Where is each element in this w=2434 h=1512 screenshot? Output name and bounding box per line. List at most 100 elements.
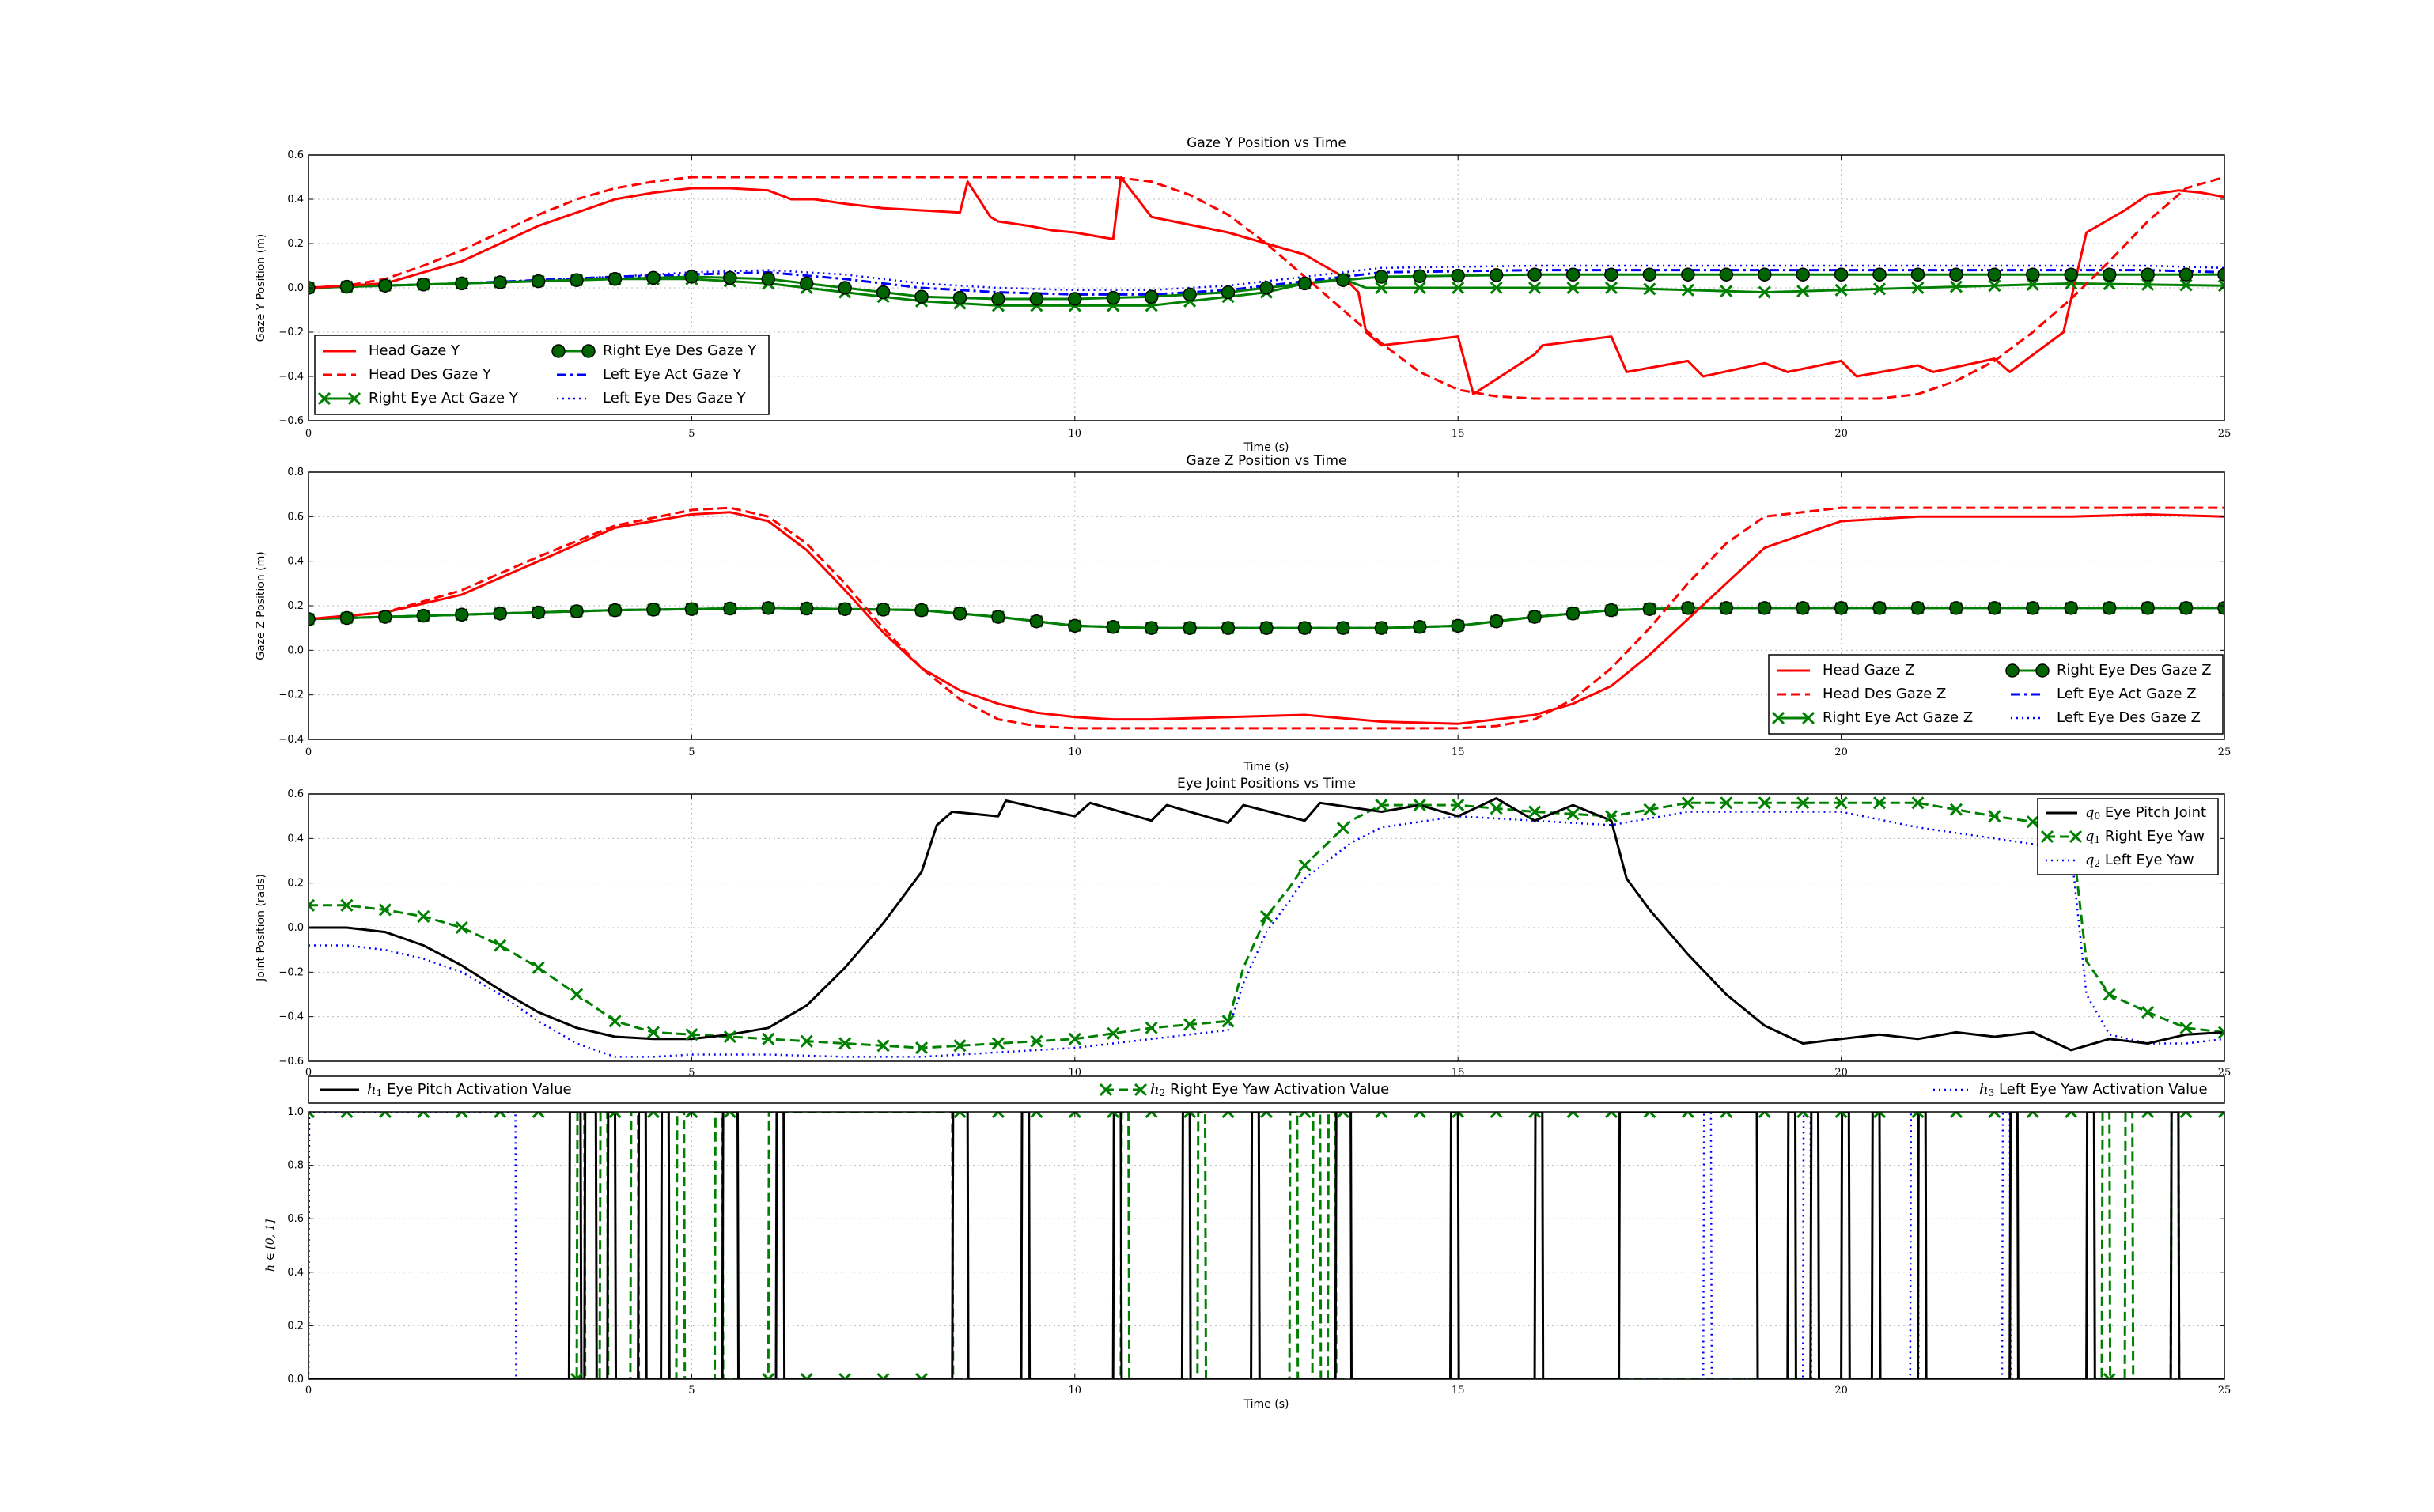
legend-label: Head Gaze Y <box>369 342 460 359</box>
legend-label: h2 Right Eye Yaw Activation Value <box>1150 1081 1389 1098</box>
marker-3 <box>1336 273 1350 287</box>
marker-1 <box>2026 1112 2039 1119</box>
marker-1 <box>1221 1015 1235 1028</box>
marker-1 <box>2103 988 2116 1001</box>
marker-3 <box>838 602 852 616</box>
x-tick-label: 10 <box>1069 428 1082 440</box>
marker-1 <box>1566 807 1580 821</box>
marker-3 <box>1949 267 1963 282</box>
marker-1 <box>608 1015 622 1028</box>
marker-3 <box>952 290 967 305</box>
x-tick-label: 25 <box>2218 747 2231 758</box>
marker-1 <box>2103 1372 2116 1379</box>
marker-1 <box>2217 1026 2224 1039</box>
marker-1 <box>1490 1112 1503 1119</box>
marker-2 <box>1643 282 1656 296</box>
legend: Head Gaze Z Head Des Gaze Z Right Eye Act … <box>1768 654 2224 735</box>
marker-3 <box>1413 620 1427 634</box>
marker-3 <box>1221 285 1236 300</box>
y-tick-label: 0.4 <box>287 833 304 845</box>
marker-3 <box>339 610 354 626</box>
marker-1 <box>1336 1112 1349 1119</box>
marker-1 <box>1183 1018 1197 1031</box>
marker-3 <box>1642 267 1657 282</box>
marker-3 <box>378 278 392 293</box>
x-tick-label: 15 <box>1452 1385 1465 1397</box>
marker-3 <box>1527 610 1542 624</box>
marker-3 <box>1604 603 1618 618</box>
marker-3 <box>991 610 1005 624</box>
chart-panel-4: 0 5 10 15 20 25 1.0 0.8 0.6 0.4 0.2 0.0 Time (s) h ∈ … <box>264 1075 2231 1411</box>
series-line-1 <box>309 797 2224 1052</box>
x-tick-label: 0 <box>305 428 312 440</box>
marker-3 <box>608 603 623 618</box>
marker-1 <box>1566 1112 1580 1119</box>
marker-3 <box>1719 267 1734 282</box>
legend-box <box>314 335 770 415</box>
marker-1 <box>1911 796 1925 810</box>
legend-label: Head Gaze Z <box>1823 662 1914 679</box>
marker-3 <box>493 275 507 289</box>
marker-3 <box>1757 267 1772 282</box>
legend-marker <box>551 344 566 358</box>
legend-marker <box>1134 1083 1148 1097</box>
y-tick-label: 0.4 <box>287 194 304 206</box>
marker-1 <box>1681 796 1694 810</box>
y-tick-label: 0.6 <box>287 1213 304 1225</box>
marker-1 <box>1988 1112 2001 1119</box>
marker-1 <box>1030 1112 1043 1119</box>
chart-title: Gaze Z Position vs Time <box>1187 453 1347 469</box>
marker-3 <box>914 289 929 304</box>
marker-3 <box>2026 267 2040 282</box>
marker-2 <box>1528 281 1542 295</box>
y-tick-label: 0.0 <box>287 1374 304 1385</box>
ticks: 0 5 10 15 20 25 0.6 0.4 0.2 0.0 −0.2 −0.4 −0.6 <box>278 149 2231 440</box>
marker-3 <box>1987 601 2002 615</box>
marker-3 <box>876 285 891 300</box>
marker-1 <box>1375 799 1388 812</box>
marker-1 <box>838 1037 852 1050</box>
legend-label: h3 Left Eye Yaw Activation Value <box>1979 1081 2208 1098</box>
marker-3 <box>2217 601 2224 615</box>
marker-1 <box>1643 1112 1656 1119</box>
marker-3 <box>455 276 469 291</box>
ticks: 0 5 10 15 20 25 1.0 0.8 0.6 0.4 0.2 0.0 <box>287 1106 2231 1397</box>
marker-1 <box>1221 1112 1235 1119</box>
x-tick-label: 5 <box>688 1385 695 1397</box>
marker-1 <box>1183 1112 1197 1119</box>
legend-label: Left Eye Des Gaze Y <box>603 390 747 406</box>
x-tick-label: 25 <box>2218 428 2231 440</box>
marker-1 <box>1949 803 1963 816</box>
marker-3 <box>799 601 814 616</box>
y-tick-label: −0.6 <box>278 415 304 427</box>
marker-3 <box>1872 267 1887 282</box>
marker-3 <box>1949 601 1963 615</box>
marker-2 <box>1566 281 1580 295</box>
marker-1 <box>1604 810 1618 823</box>
marker-3 <box>1796 601 1810 615</box>
legend-label: q2 Left Eye Yaw <box>2085 852 2194 869</box>
marker-1 <box>1720 1112 1733 1119</box>
marker-1 <box>1145 1112 1158 1119</box>
marker-3 <box>531 605 546 620</box>
marker-1 <box>991 1112 1005 1119</box>
marker-3 <box>378 610 392 624</box>
marker-3 <box>761 601 776 615</box>
marker-3 <box>2102 601 2117 615</box>
marker-1 <box>1720 796 1733 810</box>
marker-1 <box>340 898 354 912</box>
marker-1 <box>1375 1112 1388 1119</box>
y-tick-label: 0.0 <box>287 282 304 294</box>
y-tick-label: 0.4 <box>287 556 304 568</box>
marker-3 <box>1451 618 1465 633</box>
marker-3 <box>1642 602 1657 616</box>
marker-1 <box>1068 1112 1081 1119</box>
marker-1 <box>762 1032 775 1045</box>
x-axis-label: Time (s) <box>1243 1398 1289 1411</box>
legend-label: Right Eye Des Gaze Z <box>2057 662 2212 679</box>
marker-1 <box>685 1112 698 1119</box>
y-tick-label: 0.6 <box>287 149 304 161</box>
marker-2 <box>1949 280 1963 293</box>
legend-marker <box>581 344 596 358</box>
